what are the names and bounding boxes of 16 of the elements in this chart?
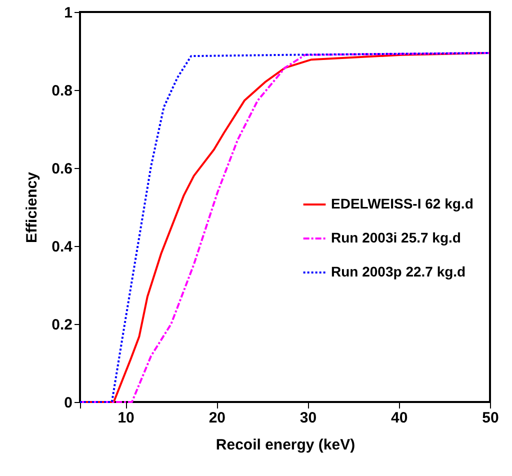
x-tick-label: 50 xyxy=(482,410,499,426)
x-tick-label: 20 xyxy=(208,410,226,426)
y-tick-label: 0.2 xyxy=(52,316,72,334)
y-tick-label: 0 xyxy=(64,394,72,412)
legend-label: Run 2003i 25.7 kg.d xyxy=(331,230,461,246)
y-tick-label: 1 xyxy=(64,4,72,22)
x-tick-label: 40 xyxy=(391,410,408,426)
x-tick-label: 10 xyxy=(118,410,134,426)
legend-label: Run 2003p 22.7 kg.d xyxy=(331,264,466,280)
x-tick-label: 30 xyxy=(300,410,317,426)
x-axis-title: Recoil energy (keV) xyxy=(216,436,356,454)
y-tick-label: 0.8 xyxy=(52,82,72,100)
legend-label: EDELWEISS-I 62 kg.d xyxy=(331,196,474,212)
y-tick-label: 0.6 xyxy=(52,160,72,178)
y-tick-label: 0.4 xyxy=(52,238,74,256)
y-axis-title: Efficiency xyxy=(24,171,41,243)
